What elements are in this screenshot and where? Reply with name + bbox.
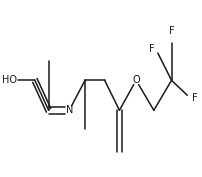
Text: N: N bbox=[65, 105, 73, 115]
Text: O: O bbox=[132, 75, 139, 85]
Text: F: F bbox=[168, 26, 174, 36]
Text: F: F bbox=[191, 93, 196, 103]
Text: F: F bbox=[148, 44, 154, 54]
Text: HO: HO bbox=[2, 75, 17, 85]
